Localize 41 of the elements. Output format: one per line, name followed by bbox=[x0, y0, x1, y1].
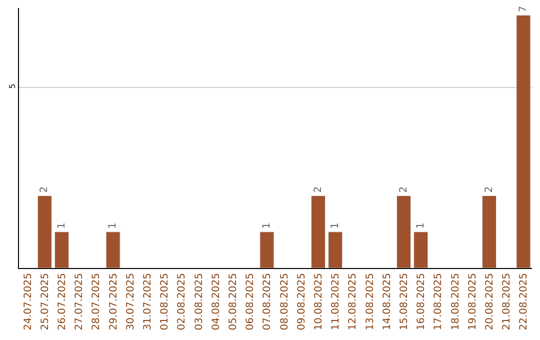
x-tick-label: 01.08.2025 bbox=[160, 273, 171, 330]
x-tick-label: 30.07.2025 bbox=[125, 273, 136, 330]
x-tick-label: 21.08.2025 bbox=[502, 273, 513, 330]
x-tick-label: 13.08.2025 bbox=[364, 273, 376, 330]
data-label: 1 bbox=[108, 222, 119, 229]
x-tick-label: 05.08.2025 bbox=[228, 273, 239, 330]
x-tick-label: 12.08.2025 bbox=[348, 273, 359, 330]
data-label: 1 bbox=[415, 222, 426, 229]
x-tick-label: 17.08.2025 bbox=[433, 273, 444, 330]
x-tick-label: 22.08.2025 bbox=[518, 273, 530, 330]
x-tick-label: 18.08.2025 bbox=[450, 273, 462, 330]
x-tick-label: 02.08.2025 bbox=[176, 273, 188, 330]
data-label: 2 bbox=[484, 186, 495, 193]
data-label: 2 bbox=[398, 186, 410, 193]
x-tick-label: 03.08.2025 bbox=[194, 273, 205, 330]
x-tick-label: 07.08.2025 bbox=[262, 273, 274, 330]
x-tick-label: 06.08.2025 bbox=[245, 273, 256, 330]
x-tick-label: 24.07.2025 bbox=[22, 273, 34, 330]
data-label: 1 bbox=[56, 222, 68, 229]
x-tick-label: 25.07.2025 bbox=[40, 273, 51, 330]
data-label: 2 bbox=[39, 186, 50, 193]
x-tick-label: 28.07.2025 bbox=[91, 273, 102, 330]
x-tick-label: 04.08.2025 bbox=[210, 273, 222, 330]
x-tick-label: 16.08.2025 bbox=[416, 273, 428, 330]
data-label: 7 bbox=[518, 6, 529, 12]
x-tick-label: 26.07.2025 bbox=[57, 273, 68, 330]
data-label: 1 bbox=[330, 222, 341, 229]
x-tick-label: 19.08.2025 bbox=[467, 273, 478, 330]
y-tick-label: 5 bbox=[8, 84, 17, 89]
x-tick-label: 27.07.2025 bbox=[74, 273, 86, 330]
x-tick-label: 31.07.2025 bbox=[142, 273, 154, 330]
x-tick-label: 10.08.2025 bbox=[314, 273, 324, 330]
x-tick-label: 11.08.2025 bbox=[330, 273, 342, 330]
x-tick-label: 08.08.2025 bbox=[279, 273, 290, 330]
x-tick-label: 09.08.2025 bbox=[296, 273, 308, 330]
x-tick-label: 15.08.2025 bbox=[399, 273, 410, 330]
data-label: 2 bbox=[312, 186, 324, 193]
x-tick-label: 14.08.2025 bbox=[382, 273, 393, 330]
x-tick-label: 20.08.2025 bbox=[484, 273, 496, 330]
data-label: 1 bbox=[261, 222, 272, 229]
x-tick-label: 29.07.2025 bbox=[108, 273, 120, 330]
